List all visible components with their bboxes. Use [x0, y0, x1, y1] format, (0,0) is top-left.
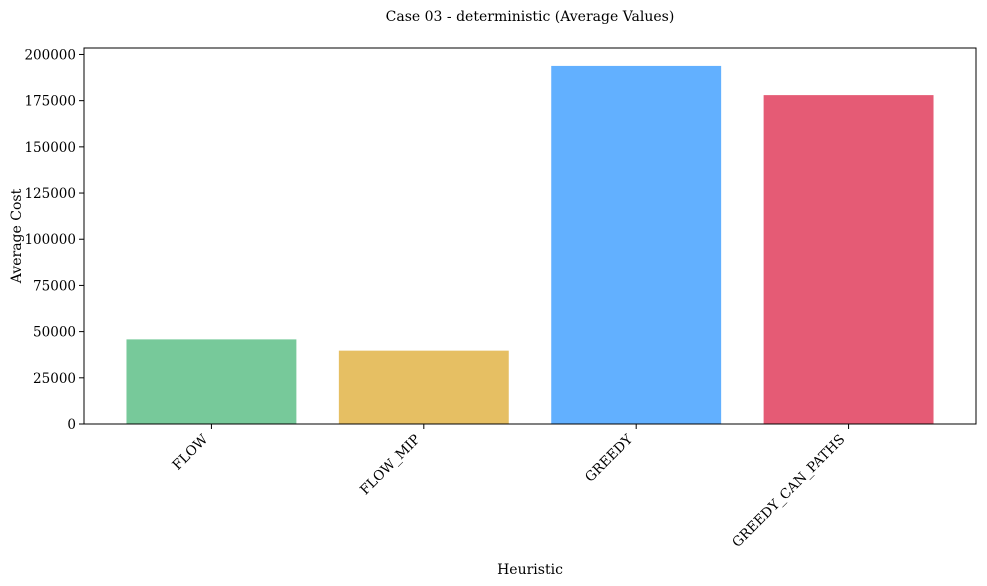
bar-flow: [126, 339, 297, 424]
x-tick-label: GREEDY: [582, 431, 637, 486]
bar-greedy-can-paths: [763, 95, 934, 424]
y-tick-label: 175000: [24, 94, 76, 110]
y-tick-label: 100000: [24, 232, 76, 248]
y-tick-label: 50000: [33, 325, 76, 341]
y-tick-label: 0: [67, 417, 76, 433]
bar-greedy: [551, 65, 722, 424]
x-tick-label: GREEDY_CAN_PATHS: [729, 432, 848, 551]
x-tick-label: FLOW: [169, 431, 211, 473]
bars-group: [126, 65, 934, 424]
y-tick-label: 75000: [33, 278, 76, 294]
y-tick-label: 25000: [33, 371, 76, 387]
y-axis-label: Average Cost: [9, 188, 25, 284]
y-tick-label: 150000: [24, 140, 76, 156]
y-tick-label: 200000: [24, 47, 76, 63]
chart-title: Case 03 - deterministic (Average Values): [386, 9, 675, 25]
x-tick-label: FLOW_MIP: [357, 432, 424, 499]
x-axis-label: Heuristic: [497, 562, 563, 578]
y-axis: 0 25000 50000 75000 100000 125000 150000 175000…: [24, 47, 84, 433]
plot-frame: [83, 47, 977, 425]
bar-flow-mip: [338, 350, 509, 424]
x-axis: FLOW FLOW_MIP GREEDY GREEDY_CAN_PATHS: [169, 424, 850, 551]
y-tick-label: 125000: [24, 186, 76, 202]
